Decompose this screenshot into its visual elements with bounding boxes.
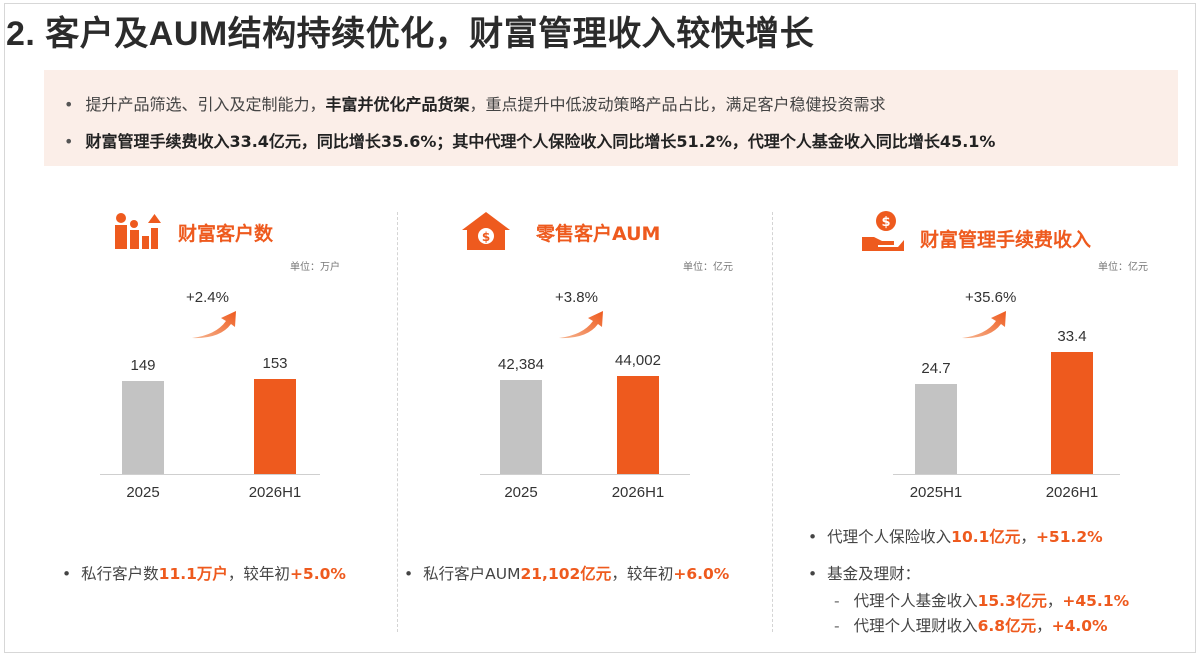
x-tick-label: 2025: [504, 484, 538, 501]
x-axis-line: [893, 474, 1120, 475]
note-highlight: +45.1%: [1062, 592, 1130, 610]
note-text: ，较年初: [227, 565, 290, 583]
chart-bar: [500, 380, 542, 474]
summary-line-2: • 财富管理手续费收入33.4亿元，同比增长35.6%；其中代理个人保险收入同比增…: [64, 128, 995, 152]
bullet-dot: •: [64, 95, 74, 114]
chart-bar: [254, 379, 296, 474]
data-label: 33.4: [1057, 328, 1087, 345]
data-label: 44,002: [615, 352, 661, 369]
note-private-clients: • 私行客户数11.1万户，较年初+5.0%: [62, 562, 346, 584]
summary-bold-text: 财富管理手续费收入33.4亿元，同比增长35.6%；其中代理个人保险收入同比增长…: [85, 132, 996, 151]
note-text: 代理个人理财收入: [853, 617, 978, 635]
note-text: ，: [1020, 528, 1036, 546]
summary-line-1: • 提升产品筛选、引入及定制能力，丰富并优化产品货架，重点提升中低波动策略产品占比…: [64, 91, 885, 115]
page-title: 2. 客户及AUM结构持续优化，财富管理收入较快增长: [6, 15, 815, 53]
note-text: 基金及理财：: [827, 565, 921, 583]
panel-divider: [772, 212, 773, 632]
note-text: 代理个人基金收入: [853, 592, 978, 610]
note-text: ，: [1046, 592, 1063, 610]
note-highlight: 6.8亿元: [977, 617, 1037, 635]
note-wealth-income: - 代理个人理财收入6.8亿元，+4.0%: [834, 614, 1108, 636]
data-label: 153: [262, 355, 288, 372]
x-tick-label: 2026H1: [611, 484, 665, 501]
note-private-aum: • 私行客户AUM21,102亿元，较年初+6.0%: [404, 562, 729, 584]
bullet-dot: •: [404, 565, 414, 583]
summary-text: ，重点提升中低波动策略产品占比，满足客户稳健投资需求: [469, 95, 886, 114]
data-label: 149: [130, 357, 156, 374]
note-text: ，: [1036, 617, 1052, 635]
chart-bar: [617, 376, 659, 474]
x-tick-label: 2025H1: [909, 484, 963, 501]
note-text: 代理个人保险收入: [827, 528, 952, 546]
growth-label: +2.4%: [186, 289, 229, 306]
data-label: 24.7: [921, 360, 951, 377]
panel-divider: [397, 212, 398, 632]
note-fund-wealth: • 基金及理财：: [808, 562, 920, 584]
note-text: 私行客户数: [81, 565, 159, 583]
x-tick-label: 2026H1: [248, 484, 302, 501]
chart-bar: [122, 381, 164, 474]
dash: -: [834, 592, 840, 610]
panel-title: 财富管理手续费收入: [920, 229, 1092, 251]
svg-text:$: $: [482, 230, 490, 244]
unit-label: 单位：亿元: [1098, 262, 1148, 273]
growth-label: +35.6%: [965, 289, 1017, 306]
x-axis-line: [100, 474, 320, 475]
slide-frame: [4, 3, 1196, 653]
note-highlight: +51.2%: [1035, 528, 1103, 546]
unit-label: 单位：亿元: [683, 262, 733, 273]
summary-text: 提升产品筛选、引入及定制能力，: [85, 95, 326, 114]
note-text: ，较年初: [611, 565, 674, 583]
house-money-icon: $: [462, 212, 510, 250]
panel-title: 财富客户数: [178, 223, 274, 245]
hand-coin-icon: $: [862, 211, 904, 251]
bullet-dot: •: [808, 565, 818, 583]
bullet-dot: •: [62, 565, 72, 583]
growth-arrow-icon: [559, 311, 603, 339]
chart-bar: [1051, 352, 1093, 474]
note-highlight: +6.0%: [673, 565, 730, 583]
x-axis-line: [480, 474, 690, 475]
chart-bar: [915, 384, 957, 474]
people-growth-icon: [115, 213, 161, 249]
bullet-dot: •: [808, 528, 818, 546]
note-highlight: 21,102亿元: [520, 565, 612, 583]
note-highlight: 10.1亿元: [951, 528, 1021, 546]
note-highlight: 11.1万户: [158, 565, 228, 583]
dash: -: [834, 617, 840, 635]
growth-label: +3.8%: [555, 289, 598, 306]
note-text: 私行客户AUM: [423, 565, 521, 583]
x-tick-label: 2026H1: [1045, 484, 1099, 501]
x-tick-label: 2025: [126, 484, 160, 501]
note-highlight: 15.3亿元: [977, 592, 1047, 610]
summary-box: • 提升产品筛选、引入及定制能力，丰富并优化产品货架，重点提升中低波动策略产品占比…: [44, 70, 1178, 166]
unit-label: 单位：万户: [290, 262, 340, 273]
panel-title: 零售客户AUM: [536, 223, 661, 245]
summary-bold-text: 丰富并优化产品货架: [325, 95, 470, 114]
svg-text:$: $: [881, 215, 890, 230]
bullet-dot: •: [64, 132, 74, 151]
growth-arrow-icon: [962, 311, 1006, 339]
note-highlight: +5.0%: [289, 565, 346, 583]
growth-arrow-icon: [192, 311, 236, 339]
note-insurance: • 代理个人保险收入10.1亿元，+51.2%: [808, 525, 1103, 547]
data-label: 42,384: [498, 356, 544, 373]
note-highlight: +4.0%: [1051, 617, 1108, 635]
note-fund-income: - 代理个人基金收入15.3亿元，+45.1%: [834, 589, 1129, 611]
